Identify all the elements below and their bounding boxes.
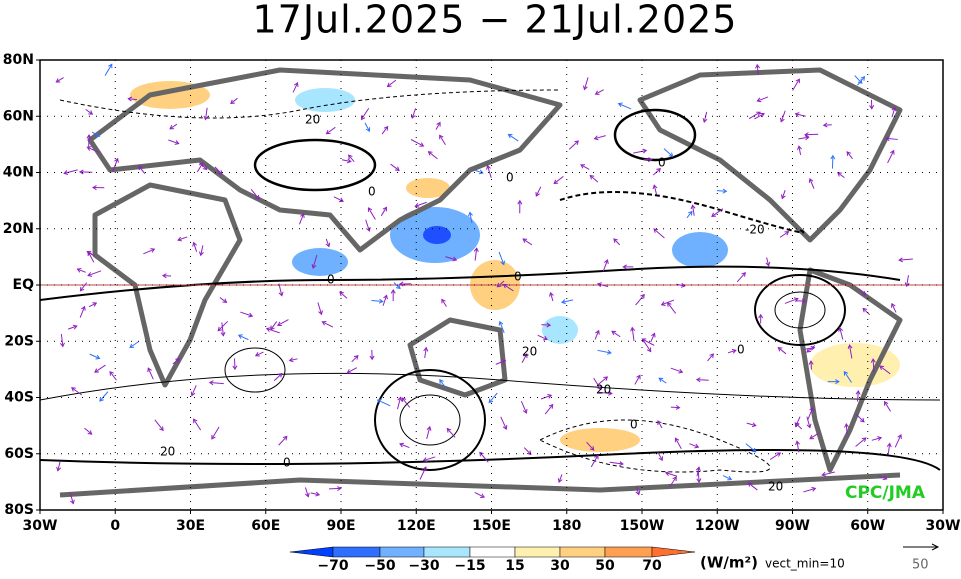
lon-label: 0 bbox=[110, 518, 120, 534]
contour-label: 0 bbox=[630, 418, 638, 432]
colorbar-high bbox=[652, 547, 695, 557]
colorbar-segment bbox=[560, 547, 605, 557]
contour-label: 0 bbox=[327, 273, 335, 287]
lon-label: 60E bbox=[251, 518, 280, 534]
lat-label: 60S bbox=[4, 446, 34, 462]
colorbar-label: −50 bbox=[364, 558, 395, 574]
lon-label: 150W bbox=[620, 518, 665, 534]
lat-label: 60N bbox=[3, 108, 34, 124]
contour-label: -20 bbox=[745, 223, 765, 237]
shading bbox=[292, 248, 348, 276]
lon-label: 60W bbox=[850, 518, 885, 534]
contour-label: 20 bbox=[768, 480, 783, 494]
longitude-labels: 30W 0 30E 60E 90E 120E 150E 180 150W 120W 90W 60W 30… bbox=[23, 510, 961, 534]
colorbar: −70 −50 −30 −15 15 30 50 70 bbox=[290, 547, 695, 574]
units: (W/m²) bbox=[700, 554, 758, 572]
contour-label: 0 bbox=[737, 343, 745, 357]
lat-label: 20N bbox=[3, 221, 34, 237]
colorbar-label: 30 bbox=[550, 558, 570, 574]
contour-label: 0 bbox=[283, 456, 291, 470]
lon-label: 180 bbox=[552, 518, 581, 534]
contour-label: 20 bbox=[305, 113, 320, 127]
lon-label: 120E bbox=[397, 518, 436, 534]
vect-min: vect_min=10 bbox=[765, 557, 845, 571]
colorbar-label: 50 bbox=[595, 558, 615, 574]
contour-label: 0 bbox=[368, 185, 376, 199]
lat-label: 40S bbox=[4, 390, 34, 406]
lat-label: EQ bbox=[13, 277, 35, 293]
shading bbox=[672, 232, 728, 268]
credit: CPC/JMA bbox=[845, 483, 926, 503]
colorbar-segment bbox=[380, 547, 424, 557]
title: 17Jul.2025 − 21Jul.2025 bbox=[253, 0, 738, 42]
lon-label: 30W bbox=[926, 518, 961, 534]
contour-label: 20 bbox=[160, 445, 175, 459]
lon-label: 30W bbox=[23, 518, 58, 534]
lat-label: 80S bbox=[4, 502, 34, 518]
shading bbox=[560, 428, 640, 452]
lon-label: 30E bbox=[176, 518, 205, 534]
colorbar-label: −30 bbox=[408, 558, 439, 574]
reference-label: 50 bbox=[912, 558, 929, 573]
colorbar-segment bbox=[605, 547, 652, 557]
contour-label: 20 bbox=[596, 383, 611, 397]
colorbar-low bbox=[290, 547, 333, 557]
colorbar-segment bbox=[470, 547, 515, 557]
colorbar-segment bbox=[515, 547, 560, 557]
colorbar-label: 70 bbox=[642, 558, 662, 574]
colorbar-label: 15 bbox=[505, 558, 524, 574]
shading bbox=[295, 88, 355, 112]
colorbar-label: −15 bbox=[454, 558, 485, 574]
contour-label: 0 bbox=[514, 270, 522, 284]
lon-label: 90E bbox=[326, 518, 355, 534]
map-area: 20 0 0 0 -20 0 0 20 20 0 0 20 0 20 CPC/J… bbox=[40, 60, 943, 510]
lon-label: 90W bbox=[775, 518, 810, 534]
lon-label: 150E bbox=[472, 518, 511, 534]
colorbar-segment bbox=[333, 547, 380, 557]
contour-label: 20 bbox=[522, 345, 537, 359]
contour-label: 0 bbox=[658, 156, 666, 170]
colorbar-label: −70 bbox=[317, 558, 348, 574]
reference-vector: 50 bbox=[903, 544, 938, 573]
lat-label: 80N bbox=[3, 52, 34, 68]
lat-label: 40N bbox=[3, 165, 34, 181]
latitude-labels: 80N 60N 40N 20N EQ 20S 40S 60S 80S bbox=[3, 52, 40, 518]
lat-label: 20S bbox=[4, 333, 34, 349]
colorbar-segment bbox=[424, 547, 470, 557]
vector-shaft bbox=[697, 380, 709, 381]
lon-label: 120W bbox=[695, 518, 740, 534]
